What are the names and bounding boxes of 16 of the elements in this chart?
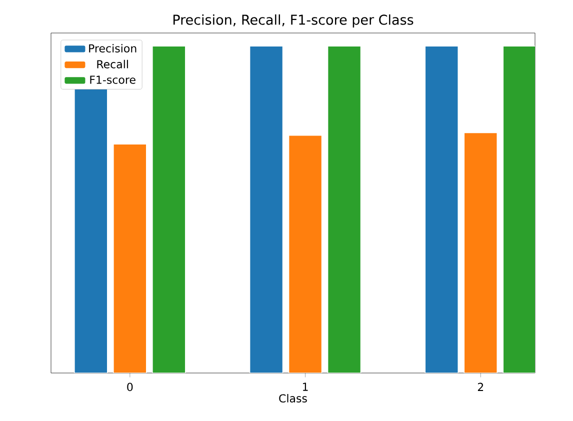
bar [152, 46, 186, 373]
bar [424, 46, 459, 373]
legend-label: Recall [97, 60, 128, 68]
bar [288, 134, 322, 373]
chart-title: Precision, Recall, F1-score per Class [173, 14, 414, 28]
bar [502, 46, 536, 373]
legend-label: Precision [89, 44, 136, 53]
x-axis-title: Class [279, 394, 307, 402]
x-tick-label: 0 [127, 382, 133, 392]
x-tick-label: 2 [478, 382, 484, 391]
bar [327, 46, 362, 373]
bar [113, 144, 147, 373]
legend-label: F1-score [90, 76, 136, 84]
bar [464, 132, 498, 373]
x-tick-label: 1 [302, 382, 308, 391]
bar [249, 46, 284, 373]
